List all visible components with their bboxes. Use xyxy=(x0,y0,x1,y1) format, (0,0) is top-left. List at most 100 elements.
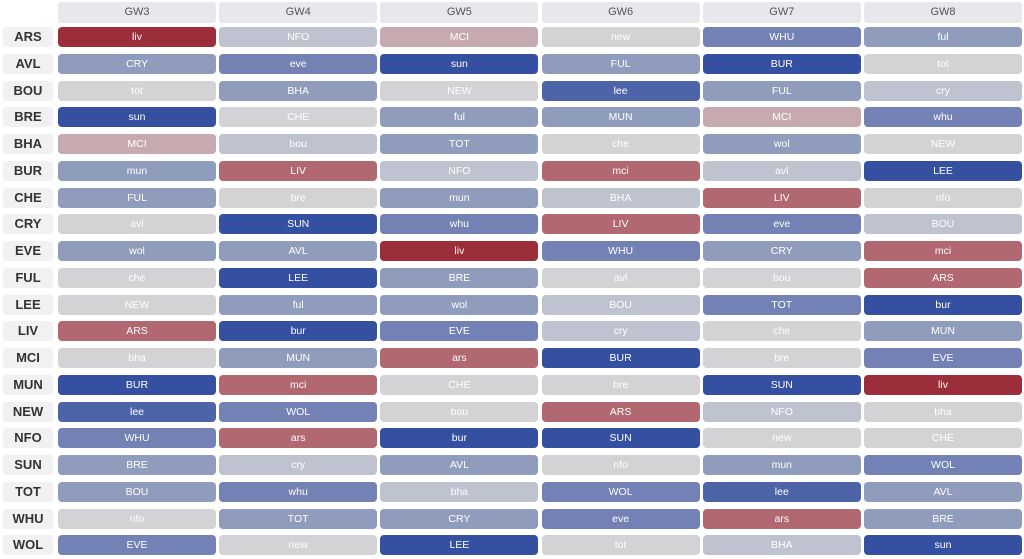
fixture-cell: WHU xyxy=(58,428,216,449)
team-label-cry: CRY xyxy=(3,214,53,235)
gameweek-header-gw6: GW6 xyxy=(541,2,700,23)
fixture-cell: NEW xyxy=(58,294,216,315)
fixture-cell: eve xyxy=(219,53,378,74)
fixture-cell: WOL xyxy=(864,455,1022,475)
fixture-cell: cry xyxy=(864,80,1022,101)
fixture-cell: NEW xyxy=(380,80,539,101)
fixture-cell: ars xyxy=(380,348,539,368)
fixture-cell: EVE xyxy=(58,535,216,556)
fixture-cell: FUL xyxy=(58,187,216,208)
fixture-cell: BRE xyxy=(864,508,1022,529)
fixture-cell: tot xyxy=(864,53,1022,74)
fixture-cell: ars xyxy=(702,508,861,529)
fixture-cell: whu xyxy=(864,107,1022,128)
fixture-cell: EVE xyxy=(380,321,539,342)
fixture-cell: BHA xyxy=(541,187,700,208)
fixture-cell: ful xyxy=(864,27,1022,47)
fixture-cell: LIV xyxy=(219,160,378,181)
fixture-cell: liv xyxy=(864,374,1022,395)
fixture-cell: lee xyxy=(541,80,700,101)
fixture-cell: ARS xyxy=(864,267,1022,288)
fixture-cell: BRE xyxy=(58,455,216,475)
fixture-cell: MUN xyxy=(864,321,1022,342)
gameweek-header-gw5: GW5 xyxy=(380,2,539,23)
fixture-cell: bur xyxy=(864,294,1022,315)
fixture-cell: WHU xyxy=(541,241,700,261)
fixture-cell: SUN xyxy=(702,374,861,395)
team-label-bou: BOU xyxy=(3,80,53,101)
gameweek-header-gw7: GW7 xyxy=(702,2,861,23)
team-label-sun: SUN xyxy=(3,455,53,475)
fixture-cell: BUR xyxy=(58,374,216,395)
fixture-cell: whu xyxy=(380,214,539,235)
fixture-cell: che xyxy=(702,321,861,342)
fixture-cell: new xyxy=(541,27,700,47)
gameweek-header-gw4: GW4 xyxy=(219,2,378,23)
fixture-cell: WOL xyxy=(219,401,378,422)
fixture-cell: BUR xyxy=(541,348,700,368)
fixture-cell: AVL xyxy=(219,241,378,261)
fixture-cell: bre xyxy=(702,348,861,368)
fixture-cell: che xyxy=(541,134,700,154)
team-label-tot: TOT xyxy=(3,481,53,502)
fixture-cell: bha xyxy=(864,401,1022,422)
fixture-cell: MCI xyxy=(702,107,861,128)
fixture-cell: bou xyxy=(702,267,861,288)
fixture-cell: LEE xyxy=(864,160,1022,181)
team-label-mci: MCI xyxy=(3,348,53,368)
fixture-cell: CRY xyxy=(58,53,216,74)
fixture-cell: NFO xyxy=(702,401,861,422)
fixture-cell: avl xyxy=(702,160,861,181)
fixture-cell: CHE xyxy=(380,374,539,395)
team-label-lee: LEE xyxy=(3,294,53,315)
fixture-cell: sun xyxy=(58,107,216,128)
fixture-cell: eve xyxy=(541,508,700,529)
fixture-cell: WOL xyxy=(541,481,700,502)
fixture-cell: CHE xyxy=(864,428,1022,449)
fixture-cell: avl xyxy=(541,267,700,288)
fixture-cell: LEE xyxy=(380,535,539,556)
fixture-cell: TOT xyxy=(702,294,861,315)
fixture-cell: new xyxy=(702,428,861,449)
fixture-cell: TOT xyxy=(219,508,378,529)
fixture-cell: BRE xyxy=(380,267,539,288)
team-label-bur: BUR xyxy=(3,160,53,181)
fixture-cell: MCI xyxy=(380,27,539,47)
fixture-cell: ARS xyxy=(541,401,700,422)
fixture-cell: BOU xyxy=(58,481,216,502)
fixture-cell: bou xyxy=(380,401,539,422)
fixture-cell: BOU xyxy=(541,294,700,315)
team-label-ful: FUL xyxy=(3,267,53,288)
fixture-cell: nfo xyxy=(864,187,1022,208)
gameweek-header-gw8: GW8 xyxy=(864,2,1022,23)
team-label-liv: LIV xyxy=(3,321,53,342)
fixture-cell: MUN xyxy=(541,107,700,128)
fixture-cell: mci xyxy=(219,374,378,395)
fixture-cell: SUN xyxy=(541,428,700,449)
fixture-cell: whu xyxy=(219,481,378,502)
fixture-cell: nfo xyxy=(58,508,216,529)
fixture-cell: avl xyxy=(58,214,216,235)
team-label-eve: EVE xyxy=(3,241,53,261)
fixture-cell: CHE xyxy=(219,107,378,128)
fixture-cell: cry xyxy=(219,455,378,475)
fixture-cell: bur xyxy=(219,321,378,342)
team-label-wol: WOL xyxy=(3,535,53,556)
fixture-cell: AVL xyxy=(864,481,1022,502)
team-label-che: CHE xyxy=(3,187,53,208)
fixture-cell: mci xyxy=(541,160,700,181)
fixture-cell: BHA xyxy=(702,535,861,556)
fixture-cell: ars xyxy=(219,428,378,449)
fixture-cell: bre xyxy=(219,187,378,208)
fixture-cell: wol xyxy=(380,294,539,315)
fixture-cell: CRY xyxy=(380,508,539,529)
fixture-cell: BOU xyxy=(864,214,1022,235)
team-label-new: NEW xyxy=(3,401,53,422)
fixture-cell: BUR xyxy=(702,53,861,74)
fixture-cell: liv xyxy=(58,27,216,47)
fixture-cell: sun xyxy=(380,53,539,74)
team-label-whu: WHU xyxy=(3,508,53,529)
fixture-cell: NEW xyxy=(864,134,1022,154)
fixture-cell: MUN xyxy=(219,348,378,368)
